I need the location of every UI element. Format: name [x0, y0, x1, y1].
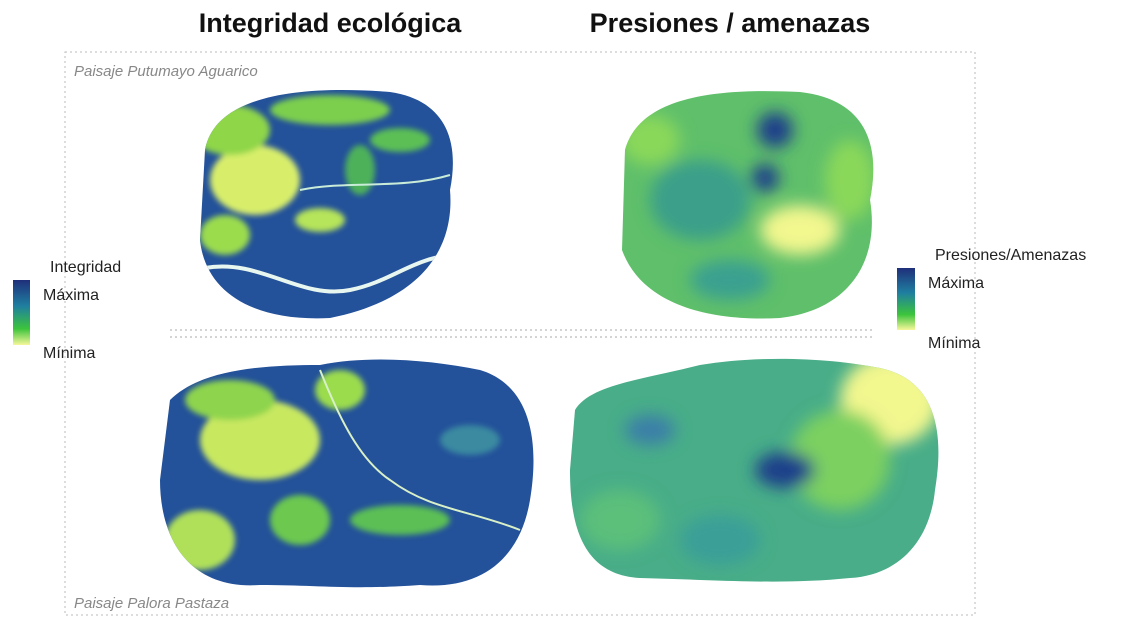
- legend-min: Mínima: [43, 345, 96, 362]
- pressure-map: [560, 350, 950, 590]
- legend-title: Integridad: [50, 259, 121, 276]
- figure: Integridad ecológica Presiones / amenaza…: [0, 0, 1127, 620]
- legend-min: Mínima: [928, 335, 981, 352]
- legend-bar: [13, 280, 30, 345]
- pressure-map: [610, 80, 890, 330]
- legend-title: Presiones/Amenazas: [935, 247, 1086, 264]
- legend-bar: [897, 268, 915, 330]
- column-title: Integridad ecológica: [199, 8, 463, 38]
- landscape-label: Paisaje Putumayo Aguarico: [74, 63, 258, 80]
- column-title: Presiones / amenazas: [590, 8, 871, 38]
- landscape-label: Paisaje Palora Pastaza: [74, 595, 229, 612]
- page: {"headers": ["Integridad ecológica", "Pr…: [0, 0, 1127, 620]
- legend-max: Máxima: [928, 275, 984, 292]
- legend-max: Máxima: [43, 287, 99, 304]
- integrity-map: [190, 80, 470, 330]
- integrity-map: [150, 350, 550, 600]
